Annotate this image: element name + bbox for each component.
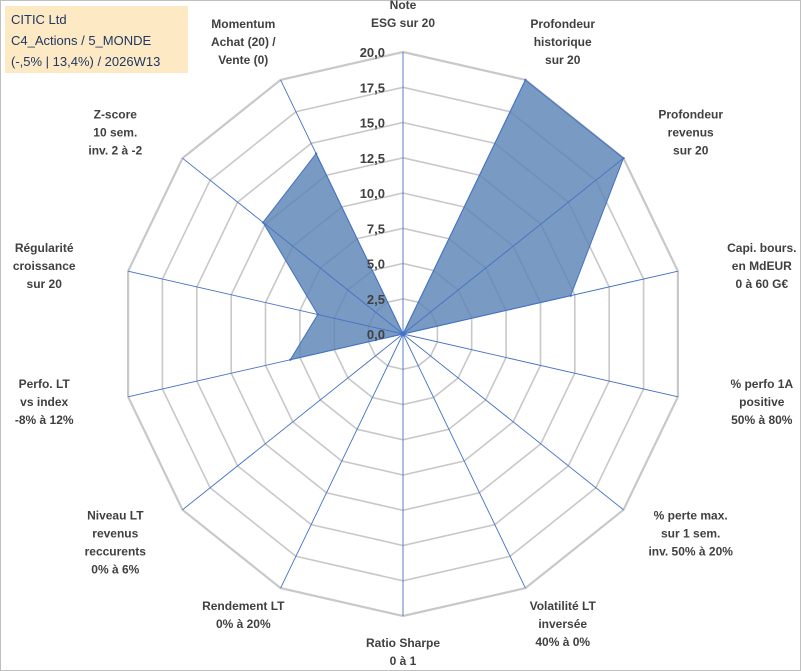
axis-label-line: Perfo. LT — [19, 377, 71, 391]
series-layer — [261, 78, 625, 361]
axis-label-line: inv. 50% à 20% — [648, 544, 733, 558]
axis-label: % perfo 1A positive 50% à 80% — [730, 377, 793, 427]
axis-label-line: Note — [390, 0, 417, 12]
tick-label: 17,5 — [360, 80, 385, 95]
axis-label-line: Profondeur — [658, 108, 723, 122]
axis-label-line: historique — [534, 35, 592, 49]
axis-label-line: revenus — [92, 526, 138, 540]
axis-label-line: Achat (20) / — [211, 35, 276, 49]
axis-label-line: sur 1 sem. — [661, 526, 720, 540]
axis-spoke — [280, 79, 404, 335]
axis-spoke — [402, 270, 679, 335]
axis-label-line: 0 à 1 — [390, 654, 417, 668]
axis-label-line: Volatilité LT — [530, 599, 597, 613]
axis-label-line: Niveau LT — [87, 508, 144, 522]
axis-label-line: Z-score — [94, 108, 138, 122]
tick-label: 7,5 — [367, 221, 385, 236]
axis-label-line: en MdEUR — [732, 259, 792, 273]
axis-spoke — [402, 333, 624, 511]
axis-label-line: Profondeur — [530, 17, 595, 31]
axis-label: Momentum Achat (20) / Vente (0) — [211, 17, 276, 67]
axis-label-line: Régularité — [15, 241, 74, 255]
axis-label: % perte max. sur 1 sem. inv. 50% à 20% — [648, 508, 733, 558]
axis-spoke — [402, 333, 526, 589]
axis-label: Capi. bours. en MdEUR 0 à 60 G€ — [727, 241, 796, 291]
chart-subtitle: C4_Actions / 5_MONDE — [11, 33, 152, 48]
axis-label-line: % perte max. — [654, 508, 728, 522]
axis-spoke — [182, 157, 404, 335]
axis-label-line: revenus — [668, 126, 714, 140]
axis-label: Profondeur revenus sur 20 — [658, 108, 723, 158]
chart-range-week: (-,5% | 13,4%) / 2026W13 — [11, 54, 161, 69]
tick-label: 20,0 — [360, 45, 385, 60]
axis-label-line: ESG sur 20 — [371, 16, 435, 30]
axis-label-line: croissance — [13, 259, 76, 273]
chart-title: CITIC Ltd — [11, 12, 67, 27]
axis-label-line: 50% à 80% — [731, 413, 793, 427]
axis-label: Profondeur historique sur 20 — [530, 17, 595, 67]
axis-label-line: sur 20 — [545, 53, 581, 67]
axis-spoke — [127, 333, 404, 398]
axis-label-line: Ratio Sharpe — [366, 636, 440, 650]
axis-label-line: Momentum — [211, 17, 275, 31]
axis-label-line: 0% à 6% — [91, 562, 139, 576]
axis-spoke — [402, 333, 679, 398]
axis-label: Volatilité LT inversée 40% à 0% — [530, 599, 597, 649]
axis-label: Perfo. LT vs index -8% à 12% — [15, 377, 74, 427]
axis-spoke — [182, 333, 404, 511]
axis-label: Niveau LT revenus reccurents 0% à 6% — [85, 508, 147, 576]
axis-label-line: Rendement LT — [202, 599, 285, 613]
axis-label-line: 0 à 60 G€ — [735, 277, 788, 291]
axis-spoke — [280, 333, 404, 589]
axis-label-line: 0% à 20% — [216, 617, 271, 631]
series-area — [262, 79, 625, 361]
axis-label-line: inversée — [538, 617, 587, 631]
tick-label: 5,0 — [367, 257, 385, 272]
axis-label-line: Vente (0) — [218, 53, 268, 67]
axis-label-line: Capi. bours. — [727, 241, 796, 255]
tick-label: 15,0 — [360, 116, 385, 131]
tick-label: 0,0 — [367, 327, 385, 342]
tick-label: 12,5 — [360, 151, 385, 166]
axis-label-line: positive — [739, 395, 785, 409]
axis-label-line: -8% à 12% — [15, 413, 74, 427]
axis-spoke — [402, 79, 526, 335]
axis-label: Rendement LT 0% à 20% — [202, 599, 285, 631]
spoke-layer — [127, 52, 679, 616]
axis-label-line: sur 20 — [673, 144, 709, 158]
axis-label-line: 40% à 0% — [535, 635, 590, 649]
axis-label-layer: Note ESG sur 20 Profondeur historique sur 20… — [13, 0, 797, 668]
axis-spoke — [127, 270, 404, 335]
chart-title-box: CITIC Ltd C4_Actions / 5_MONDE (-,5% | 1… — [5, 6, 188, 73]
axis-label: Ratio Sharpe 0 à 1 — [366, 636, 440, 668]
axis-label: Z-score 10 sem. inv. 2 à -2 — [88, 108, 142, 158]
tick-label: 2,5 — [367, 292, 385, 307]
tick-label: 10,0 — [360, 186, 385, 201]
axis-label: Régularité croissance sur 20 — [13, 241, 76, 291]
axis-spoke — [402, 157, 624, 335]
axis-label-line: sur 20 — [27, 277, 63, 291]
tick-layer: 0,0 2,5 5,0 7,5 10,0 12,5 15,0 17,5 20,0 — [360, 45, 385, 342]
axis-label-line: % perfo 1A — [730, 377, 793, 391]
axis-label-line: vs index — [20, 395, 68, 409]
axis-label: Note ESG sur 20 — [371, 0, 435, 30]
axis-label-line: reccurents — [85, 544, 147, 558]
axis-label-line: inv. 2 à -2 — [88, 144, 142, 158]
axis-label-line: 10 sem. — [93, 126, 137, 140]
